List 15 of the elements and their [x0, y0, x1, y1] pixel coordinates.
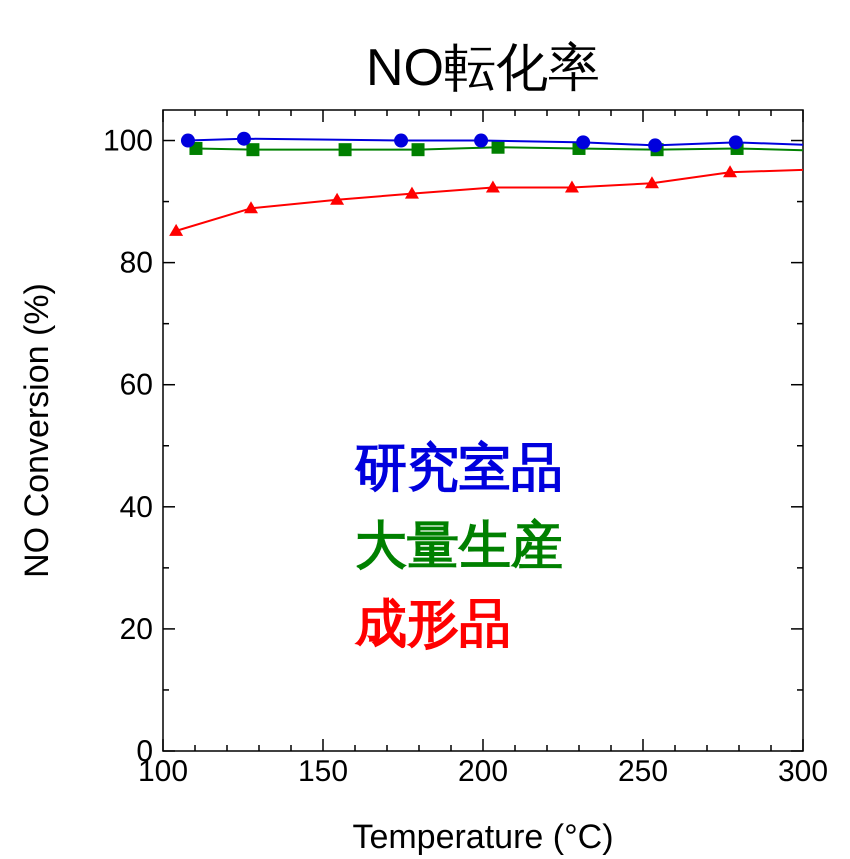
x-tick-label: 300 — [778, 755, 828, 788]
y-tick-label: 60 — [120, 368, 153, 402]
y-tick-label: 100 — [102, 124, 153, 158]
text: 大量生産 — [355, 517, 563, 575]
text: 研究室品 — [354, 439, 563, 497]
x-tick-label: 200 — [458, 755, 508, 788]
y-tick-label: 40 — [120, 490, 153, 524]
x-axis-title: Temperature (°C) — [352, 818, 614, 856]
x-tick-label: 150 — [298, 755, 348, 788]
text: 成形品 — [354, 595, 511, 653]
y-tick-label: 80 — [120, 246, 153, 280]
x-tick-label: 250 — [618, 755, 668, 788]
chart-title: NO転化率 — [366, 39, 600, 97]
y-tick-label: 20 — [120, 612, 153, 646]
y-axis-title: NO Conversion (%) — [18, 283, 56, 578]
